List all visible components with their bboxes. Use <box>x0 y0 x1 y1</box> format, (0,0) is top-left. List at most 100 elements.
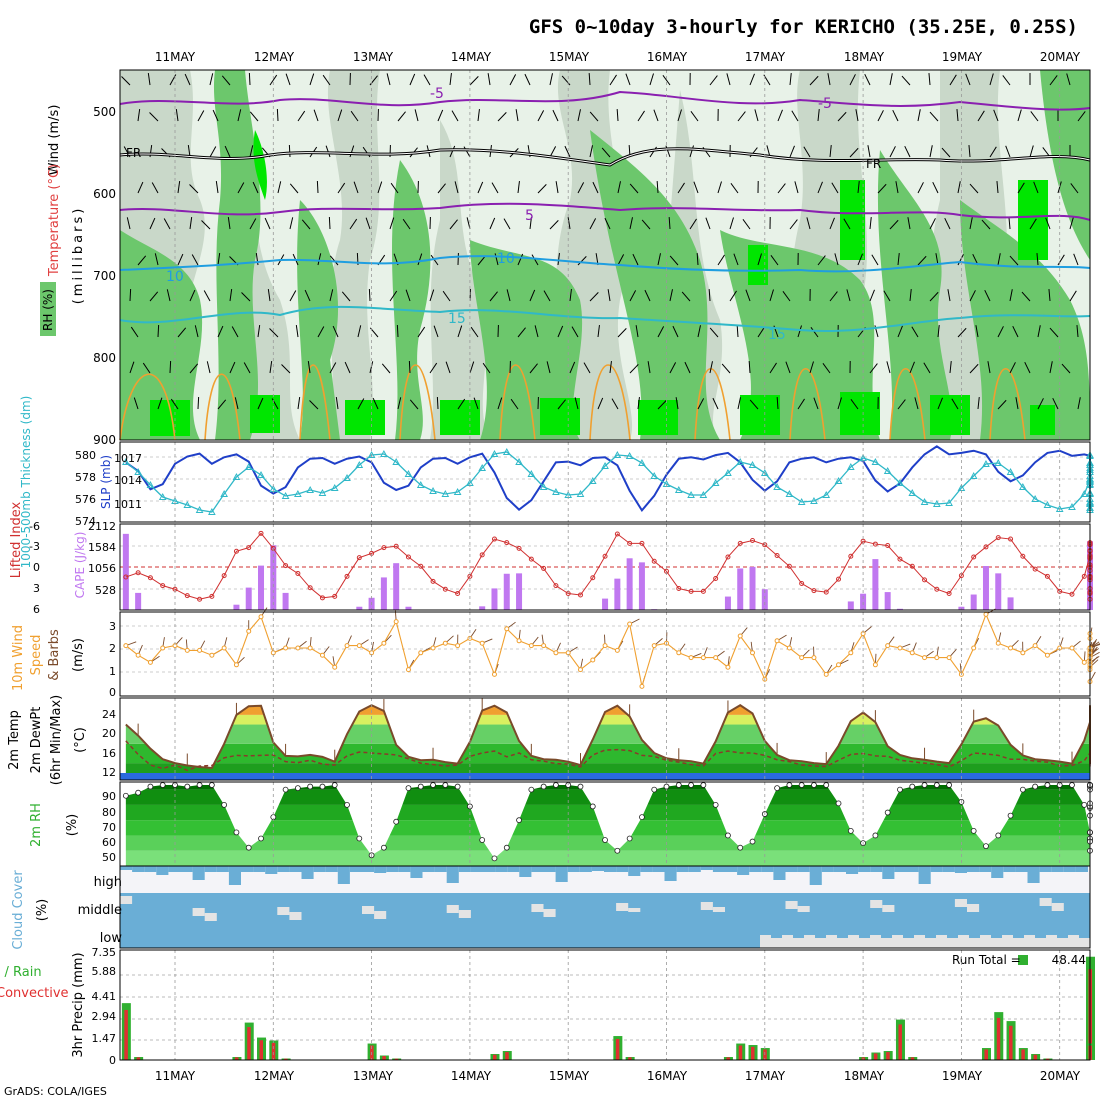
li-left-axis: -6 -3 0 3 6 <box>29 520 40 616</box>
rh2m-point <box>393 818 400 825</box>
rh-bright-regions <box>150 130 1055 436</box>
wind-barb <box>1030 111 1039 122</box>
cloud-high-block <box>398 866 411 872</box>
lifted-index-point <box>676 586 682 591</box>
wind10m-point <box>811 655 817 661</box>
wind-barb <box>607 289 611 302</box>
wind-barb <box>965 73 971 86</box>
top-date-label: 12MAY <box>254 50 295 64</box>
lifted-index-point <box>922 577 928 583</box>
wind10m-point <box>885 643 891 649</box>
lifted-index-point <box>713 575 719 581</box>
precip-convective-bar <box>284 1058 288 1060</box>
thickness-point <box>490 449 499 457</box>
thickness-point <box>736 457 745 465</box>
cape-tick: 528 <box>95 584 116 597</box>
thickness-point <box>441 489 450 497</box>
wind-barb <box>337 109 343 122</box>
thickness-point <box>748 460 757 468</box>
wind-barb <box>534 325 539 338</box>
precip-convective-bar <box>259 1040 264 1060</box>
rh2m-point <box>811 782 817 788</box>
cloud-high-block <box>362 866 375 872</box>
wind-barb <box>1073 253 1079 266</box>
cloud-cover-label: Cloud Cover <box>11 870 26 950</box>
wind-barb <box>689 218 697 230</box>
lifted-index-point <box>1057 588 1063 594</box>
wind-barb <box>975 325 979 338</box>
wind-barb <box>849 74 856 86</box>
contour-label-15-b: 15 <box>768 327 786 343</box>
thickness-point <box>650 471 659 479</box>
lifted-index-point <box>1081 573 1087 579</box>
wind-barb <box>487 73 491 86</box>
wind-barb <box>267 289 271 302</box>
wind-unit-label: Wind (m/s) <box>47 105 62 176</box>
isotherm-15 <box>119 305 1091 333</box>
wind-barb <box>657 253 661 266</box>
wind-barb <box>357 398 365 410</box>
precip-convective-bar <box>492 1054 497 1060</box>
thickness-point <box>908 488 917 496</box>
wind10m-point <box>197 647 203 653</box>
rh2m-point <box>454 783 461 790</box>
cloud-high-block <box>761 866 774 872</box>
lifted-index-point <box>332 593 338 599</box>
cape-bar <box>282 592 289 610</box>
top-date-label: 19MAY <box>942 50 983 64</box>
rh-tick: 70 <box>102 821 116 834</box>
cloud-high-block <box>821 866 834 872</box>
wind-barb <box>1049 75 1058 86</box>
wind-barb <box>737 111 746 122</box>
cloud-high-block <box>1039 866 1052 872</box>
rh2m-point <box>946 782 953 788</box>
wind-barb <box>969 290 976 302</box>
rh2m-point <box>221 802 228 808</box>
wind-barb <box>442 290 451 302</box>
wind-barb <box>914 397 919 410</box>
wind-barb <box>617 181 621 194</box>
wind-barb <box>137 255 147 266</box>
rh2m-point <box>331 782 338 788</box>
cloud-series <box>120 866 1090 948</box>
wind-barb <box>1069 290 1077 302</box>
rh-tick: 90 <box>102 790 116 803</box>
wind-barb <box>629 290 637 302</box>
cloud-mid-gap <box>458 910 471 918</box>
cloud-low-gap <box>936 935 947 948</box>
temp-tick: 20 <box>102 727 116 740</box>
wind-barb <box>249 145 254 158</box>
thickness-point <box>306 485 315 493</box>
rh2m-point <box>208 782 215 788</box>
wind-barb <box>1005 145 1011 158</box>
wind-barb <box>449 73 452 86</box>
cloud-mid-band <box>620 912 1090 920</box>
cloud-low-gap <box>925 938 936 948</box>
wind-barb <box>189 363 199 374</box>
wind-barb <box>557 253 560 266</box>
wind-barb <box>729 290 737 302</box>
rh2m-point <box>1081 802 1088 808</box>
lifted-index-point <box>971 554 977 560</box>
wind-barb <box>629 364 639 374</box>
cloud-high-block <box>797 866 810 872</box>
wind-barb <box>754 109 759 122</box>
panel-borders <box>119 69 1091 1061</box>
thickness-point <box>601 461 609 469</box>
precip-tick: 1.47 <box>92 1032 117 1045</box>
wind10m-point <box>295 645 301 651</box>
thickness-point <box>281 491 290 499</box>
cloud-high-block <box>688 866 701 872</box>
wind-barb <box>886 361 891 374</box>
wind10m-point <box>491 671 497 677</box>
slp-tick: 1014 <box>114 474 142 487</box>
cloud-high-block <box>567 866 580 872</box>
wind-barb <box>904 145 911 158</box>
wind-barb <box>529 217 532 230</box>
wind-barb <box>941 147 951 158</box>
footer-credit: GrADS: COLA/IGES <box>4 1085 107 1098</box>
thickness-point <box>552 487 560 495</box>
wind-barb <box>237 182 245 194</box>
rh-legend-swatch <box>40 282 56 336</box>
thickness-point <box>773 482 781 490</box>
